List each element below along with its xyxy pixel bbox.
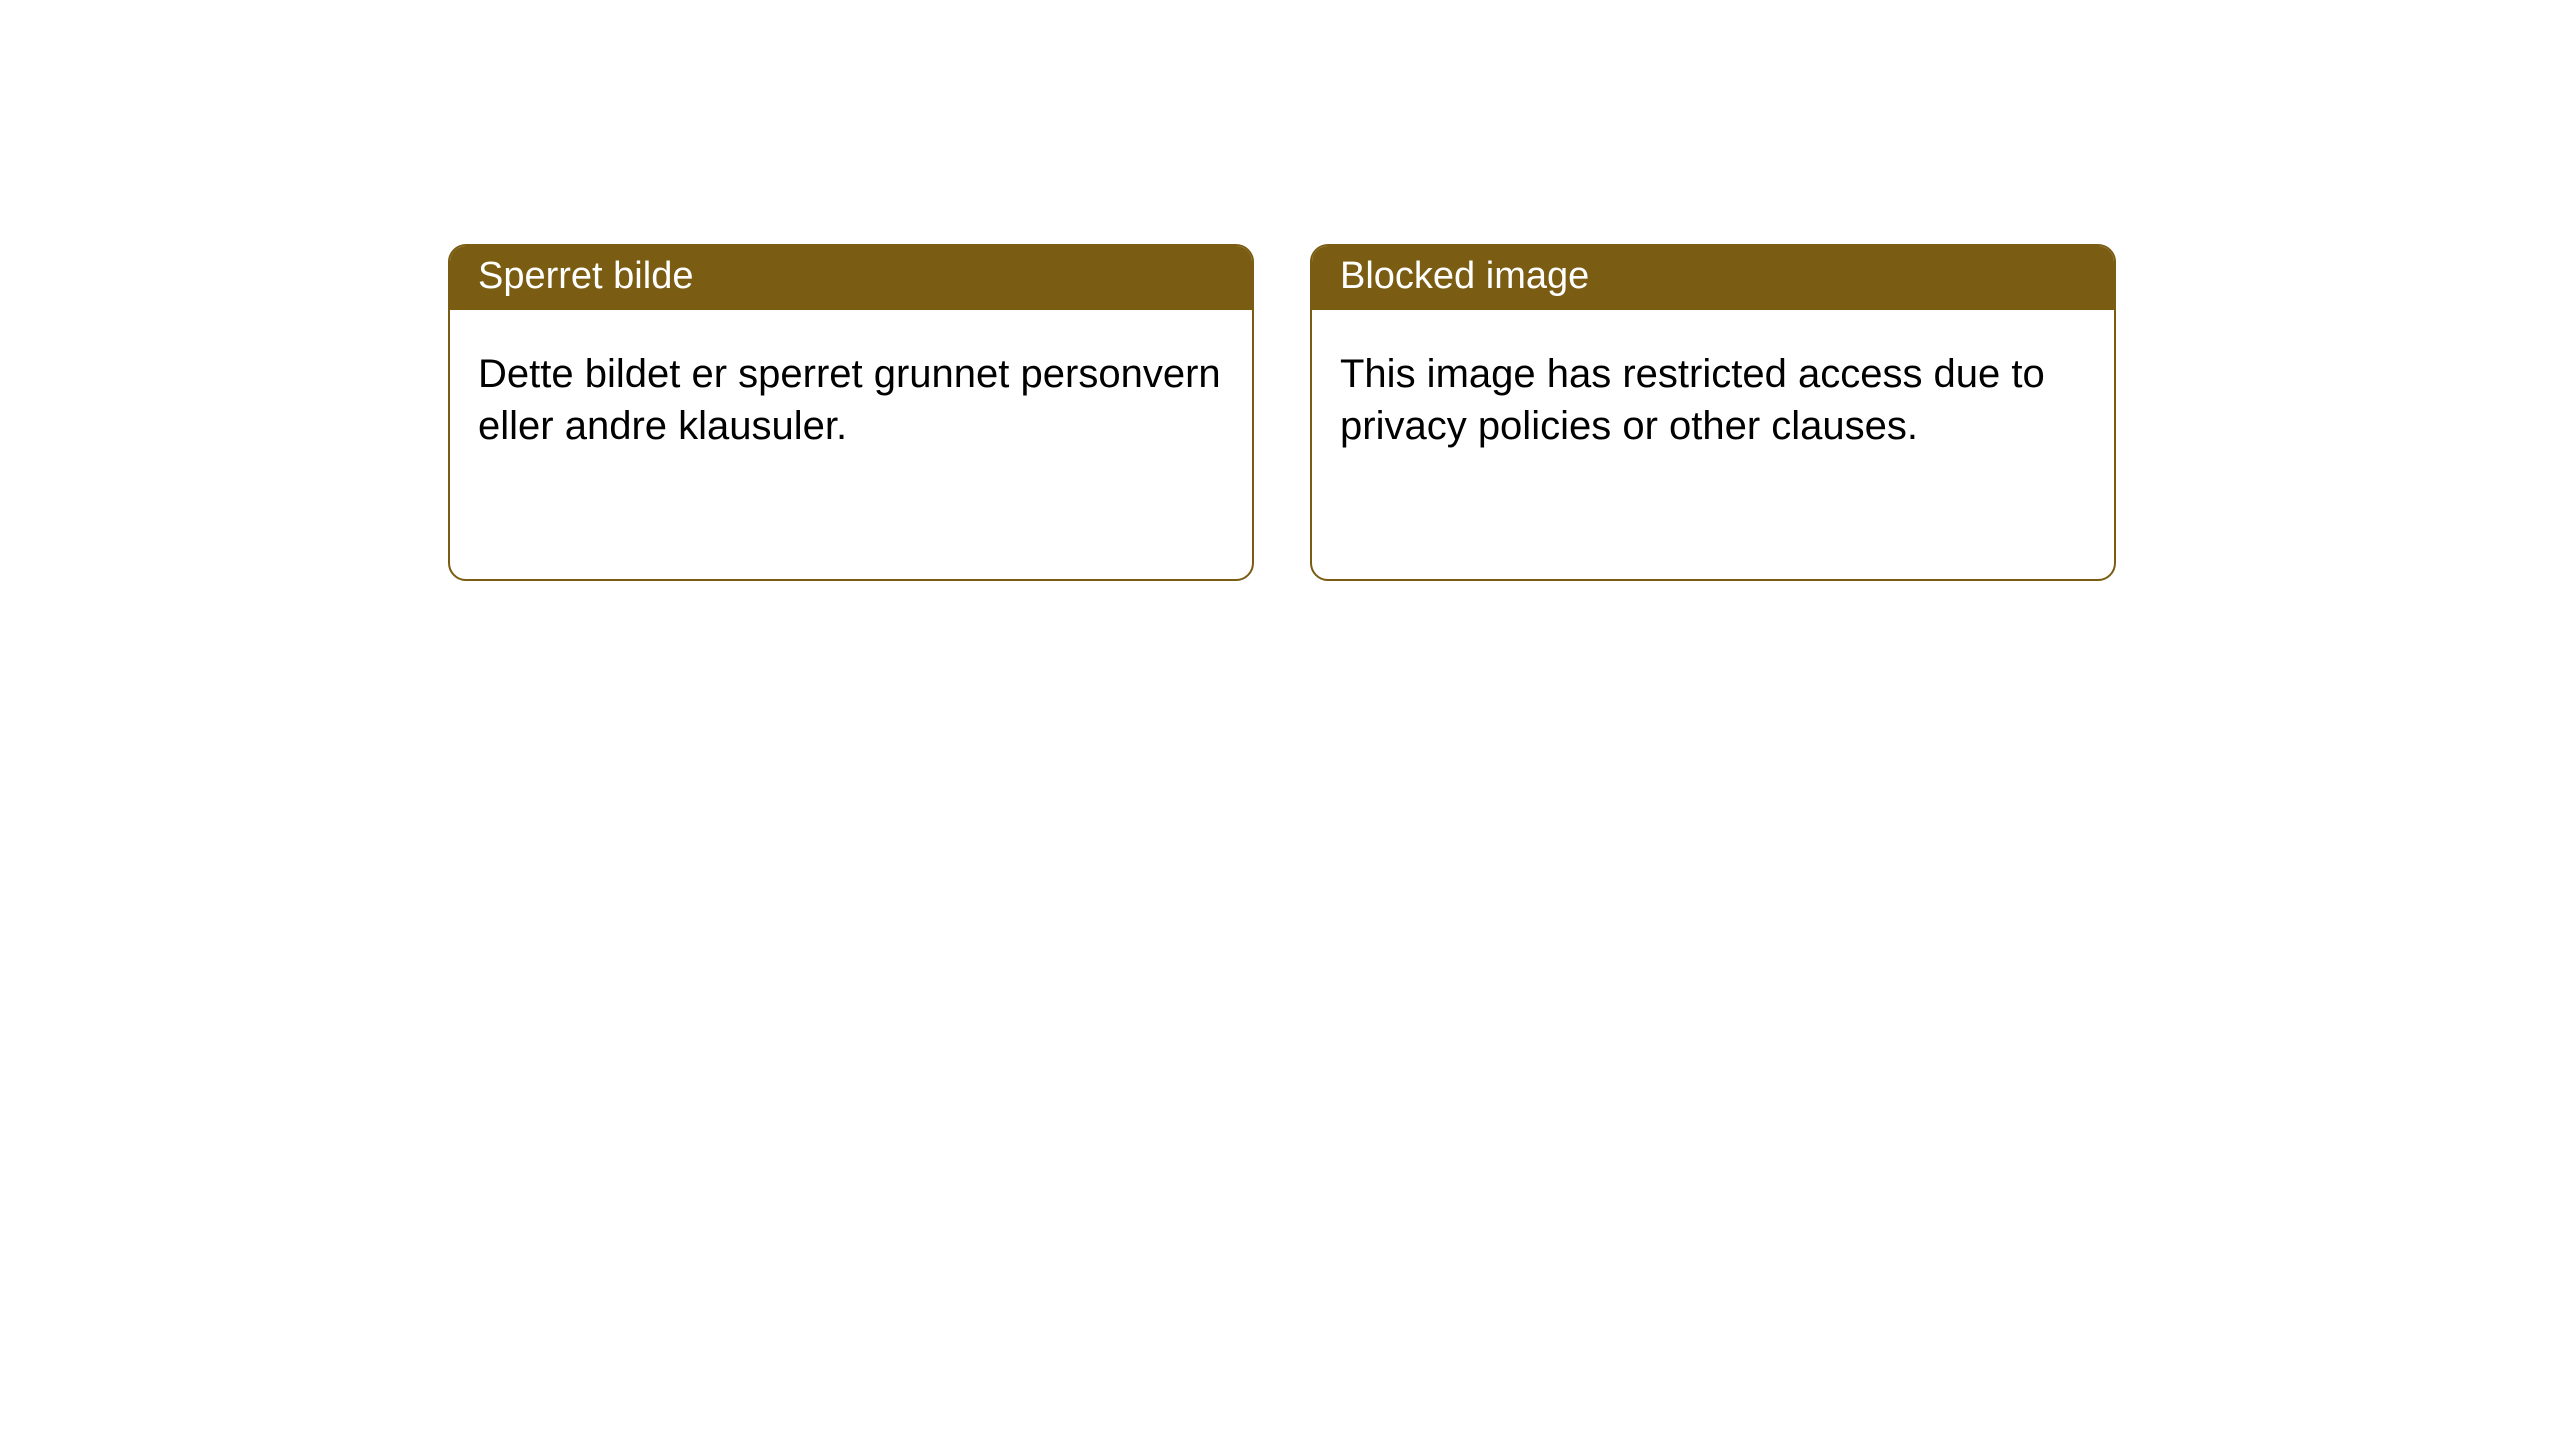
notice-box-english: Blocked image This image has restricted … [1310, 244, 2116, 581]
notice-title: Sperret bilde [478, 255, 693, 297]
notice-body-text: Dette bildet er sperret grunnet personve… [478, 352, 1221, 449]
notice-body: This image has restricted access due to … [1312, 310, 2114, 482]
notice-body: Dette bildet er sperret grunnet personve… [450, 310, 1252, 482]
notice-container: Sperret bilde Dette bildet er sperret gr… [0, 0, 2560, 581]
notice-title: Blocked image [1340, 255, 1589, 297]
notice-header: Sperret bilde [450, 246, 1252, 310]
notice-box-norwegian: Sperret bilde Dette bildet er sperret gr… [448, 244, 1254, 581]
notice-header: Blocked image [1312, 246, 2114, 310]
notice-body-text: This image has restricted access due to … [1340, 352, 2045, 449]
